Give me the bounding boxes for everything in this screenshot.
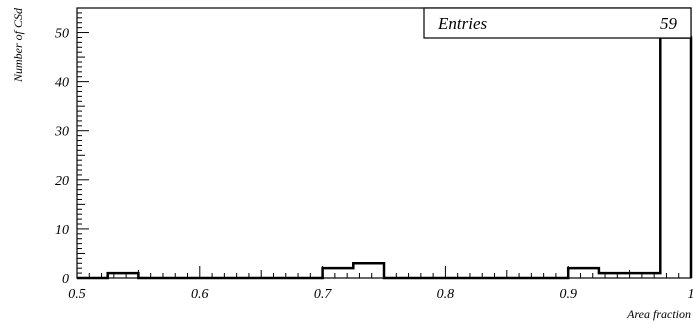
x-tick-label: 0.6 (191, 287, 209, 302)
y-tick-label: 40 (55, 76, 69, 91)
y-axis-ticks: 0 10 20 30 40 50 (54, 7, 89, 287)
stats-box-frame (423, 7, 692, 39)
x-tick-label: 0.5 (68, 287, 86, 302)
x-axis-ticks: 0.5 0.6 0.7 0.8 0.9 1 (68, 266, 693, 302)
y-tick-label: 10 (55, 223, 69, 238)
y-tick-label: 50 (55, 27, 69, 42)
histogram-bins (108, 37, 691, 278)
x-tick-label: 0.7 (314, 287, 333, 302)
x-tick-label: 1 (688, 287, 693, 302)
plot-frame-group (76, 7, 692, 279)
y-tick-label: 30 (54, 125, 69, 140)
y-tick-label: 0 (62, 272, 69, 287)
stats-box: Entries 59 (423, 7, 692, 39)
y-tick-label: 20 (55, 174, 69, 189)
stats-entries-label: Entries (437, 14, 487, 33)
histogram-bin (660, 37, 691, 278)
y-axis-label: Number of CSd (11, 7, 25, 83)
x-tick-label: 0.9 (559, 287, 577, 302)
histogram-bin (323, 268, 354, 278)
plot-frame (76, 7, 692, 279)
histogram-bin (568, 268, 599, 278)
stats-entries-value: 59 (660, 14, 678, 33)
histogram-outline (77, 36, 693, 280)
x-tick-label: 0.8 (437, 287, 455, 302)
histogram-bin (353, 263, 384, 278)
x-axis-label: Area fraction (626, 307, 691, 321)
